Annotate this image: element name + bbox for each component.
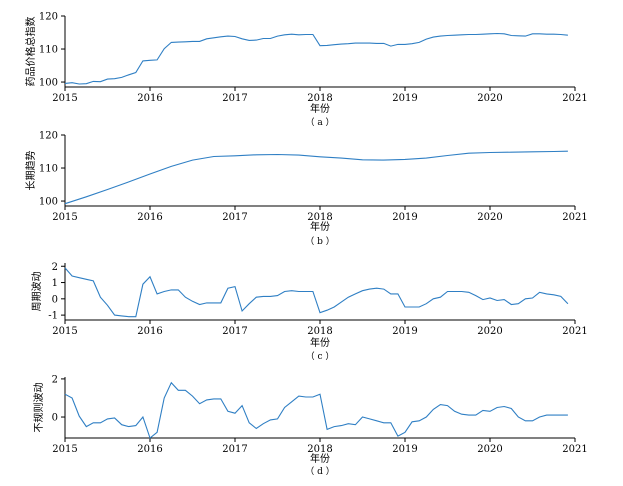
x-tick-label-b-2015: 2015 [52,212,77,223]
x-tick-label-d-2018: 2018 [307,444,332,455]
x-tick-label-d-2021: 2021 [562,444,587,455]
x-tick-label-a-2017: 2017 [222,93,247,104]
x-tick-label-d-2019: 2019 [392,444,417,455]
x-tick-label-b-2017: 2017 [222,212,247,223]
y-axis-label-d: 不规则波动 [32,383,45,433]
x-tick-label-c-2015: 2015 [52,326,77,337]
panel-b: 2015 2016 2017 2018 2019 2020 2021 100 110 120长期趋… [24,131,588,248]
panel-caption-a: （ a ） [305,117,334,128]
y-tick-label-d-0: 0 [52,413,58,424]
y-axis-label-c: 周期波动 [30,272,43,312]
x-tick-label-a-2021: 2021 [562,93,587,104]
x-tick-label-a-2018: 2018 [307,93,332,104]
y-tick-label-c-2: 2 [52,262,58,273]
y-tick-label-d-2: 2 [52,374,58,385]
x-tick-label-a-2016: 2016 [137,93,162,104]
x-tick-label-c-2017: 2017 [222,326,247,337]
x-tick-label-c-2016: 2016 [137,326,162,337]
y-tick-label-b-110: 110 [39,164,58,175]
x-tick-label-b-2016: 2016 [137,212,162,223]
series-line-d [64,381,568,439]
x-tick-label-a-2020: 2020 [477,93,502,104]
y-tick-label-c-0: 0 [52,294,58,305]
series-line-b [64,150,568,205]
y-tick-label-b-120: 120 [39,131,58,142]
x-tick-label-d-2017: 2017 [222,444,247,455]
y-axis-label-b: 长期趋势 [24,151,37,191]
y-tick-label-a-110: 110 [39,45,58,56]
panel-caption-d: （ d ） [305,466,334,477]
x-tick-label-a-2015: 2015 [52,93,77,104]
x-tick-label-c-2019: 2019 [392,326,417,337]
x-tick-label-c-2021: 2021 [562,326,587,337]
x-tick-label-b-2019: 2019 [392,212,417,223]
series-line-a [64,32,568,85]
y-tick-label-c--1: -1 [48,311,58,322]
y-axis-label-a: 药品价格总指数 [24,17,37,87]
panel-a: 2015 2016 2017 2018 2019 2020 2021 100 110 120药品价… [24,12,588,129]
x-tick-label-d-2020: 2020 [477,444,502,455]
y-tick-label-c-1: 1 [52,278,58,289]
x-tick-label-c-2020: 2020 [477,326,502,337]
y-tick-label-a-100: 100 [39,78,58,89]
x-tick-label-a-2019: 2019 [392,93,417,104]
x-axis-label-a: 年份 [310,102,330,115]
y-tick-label-b-100: 100 [39,197,58,208]
panel-caption-c: （ c ） [306,351,335,362]
x-axis-label-d: 年份 [310,452,330,465]
x-tick-label-d-2016: 2016 [137,444,162,455]
x-axis-label-c: 年份 [310,336,330,349]
x-tick-label-b-2020: 2020 [477,212,502,223]
x-tick-label-b-2018: 2018 [307,212,332,223]
x-axis-label-b: 年份 [310,220,330,233]
x-tick-label-c-2018: 2018 [307,326,332,337]
series-line-c [64,267,569,318]
y-tick-label-a-120: 120 [39,12,58,23]
x-tick-label-d-2015: 2015 [52,444,77,455]
panel-caption-b: （ b ） [305,236,334,247]
x-tick-label-b-2021: 2021 [562,212,587,223]
